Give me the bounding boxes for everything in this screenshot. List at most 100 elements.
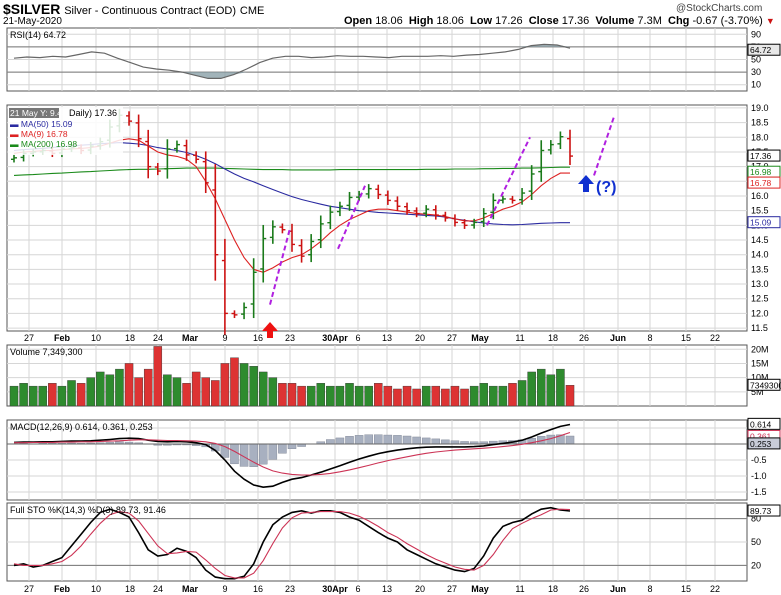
high-value: 18.06: [436, 15, 464, 27]
price-legend-close: Daily) 17.36: [69, 108, 117, 118]
x-axis-label: 20: [415, 584, 425, 594]
volume-bar: [450, 385, 460, 407]
macd-histogram-bar: [393, 435, 402, 445]
price-tick-label: 19.0: [751, 103, 769, 113]
volume-bar: [38, 385, 48, 407]
price-ma9-value-box: [747, 176, 781, 189]
x-axis-label: Jun: [610, 584, 626, 594]
volume-bar: [316, 383, 326, 407]
x-axis-label: 10: [91, 584, 101, 594]
price-bar-40: [394, 196, 401, 211]
annotation-question: (?): [596, 179, 616, 196]
x-axis-label: 27: [24, 333, 34, 343]
x-axis-label: 11: [515, 333, 524, 343]
chg-down-icon: ▼: [765, 16, 775, 26]
sto-tick-label: 80: [751, 514, 761, 524]
price-bar-49: [480, 208, 487, 228]
x-axis-label: 6: [355, 584, 360, 594]
price-bar-23: [231, 310, 238, 319]
volume-bar: [469, 385, 479, 407]
open-label: Open: [344, 15, 373, 27]
volume-bar: [230, 357, 239, 407]
price-bar-43: [423, 205, 430, 218]
price-bar-57: [557, 131, 564, 150]
rsi-tick-label: 90: [751, 29, 761, 39]
price-bar-14: [145, 129, 152, 179]
symbol-title: $SILVER Silver - Continuous Contract (EO…: [3, 1, 264, 17]
volume-bar: [402, 385, 412, 407]
volume-bar: [172, 377, 182, 407]
rsi-tick-label: 10: [751, 80, 761, 90]
macd-histogram-bar: [565, 435, 575, 445]
price-tick-label: 15.5: [751, 206, 769, 216]
price-tick-label: 13.5: [751, 264, 769, 274]
macd-histogram-bar: [268, 443, 278, 460]
price-ma200-value: 16.98: [750, 167, 772, 177]
annotation-trend-1: [269, 228, 291, 305]
volume-bar: [306, 385, 316, 407]
volume-bar: [354, 385, 364, 407]
volume-bar: [201, 377, 210, 407]
price-bar-47: [461, 219, 468, 229]
volume-bar: [393, 388, 402, 407]
volume-bar: [536, 368, 546, 407]
macd-signal-line: [14, 431, 571, 476]
chg-label: Chg: [668, 15, 690, 27]
macd-histogram-bar: [364, 434, 373, 445]
macd-tick-label: -1.0: [751, 471, 767, 481]
price-bar-17: [173, 140, 180, 153]
macd-histogram-bar: [431, 438, 441, 445]
macd-tick-label: -0.5: [751, 455, 767, 465]
volume-bar: [211, 380, 220, 407]
x-axis-label: 10: [91, 333, 101, 343]
price-bar-27: [269, 220, 276, 244]
volume-bar: [67, 380, 76, 407]
x-axis-label: 16: [253, 333, 263, 343]
price-bar-20: [202, 151, 209, 194]
volume-last-value-box: [747, 378, 781, 391]
price-bar-24: [241, 302, 248, 320]
price-ma50-value-box: [747, 216, 781, 229]
price-tick-label: 12.0: [751, 308, 769, 318]
x-axis-label: 13: [382, 333, 392, 343]
price-bar-12: [126, 111, 133, 126]
volume-last-value: 7349300: [750, 380, 781, 390]
symbol-description: Silver - Continuous Contract (EOD): [64, 5, 236, 17]
volume-bar: [556, 368, 565, 407]
volume-bar: [421, 385, 431, 407]
x-axis-label: Feb: [54, 584, 71, 594]
price-tick-label: 13.0: [751, 279, 769, 289]
x-axis-label: 15: [681, 584, 691, 594]
macd-histogram-bar: [345, 436, 354, 445]
price-tick-label: 18.5: [751, 118, 769, 128]
rsi-last-value-box: [747, 43, 781, 56]
x-axis-label: 6: [355, 333, 360, 343]
volume-bar: [508, 383, 517, 407]
volume-bar: [143, 368, 153, 407]
price-bar-30: [298, 239, 305, 263]
x-axis-label: 24: [153, 333, 163, 343]
symbol: $SILVER: [3, 1, 61, 17]
x-axis-label: Jun: [610, 333, 626, 343]
macd-histogram-bar: [258, 443, 268, 465]
x-axis-label: 18: [125, 584, 135, 594]
volume-bar: [479, 383, 488, 407]
x-axis-label: Feb: [54, 333, 71, 343]
sto-last-value: 89.73: [750, 506, 772, 516]
macd-legend: MACD(12,26,9) 0.614, 0.361, 0.253: [10, 422, 153, 432]
volume-legend: Volume 7,349,300: [10, 347, 83, 357]
volume-tick-label: 5M: [751, 387, 764, 397]
chg-value: -0.67 (-3.70%): [692, 15, 763, 27]
blue-up-arrow-icon: [578, 175, 594, 192]
price-bar-39: [384, 190, 391, 205]
price-legend-date: 21 May Y: 9.43: [10, 108, 67, 118]
macd-histogram-bar: [412, 436, 421, 445]
rsi-line: [13, 43, 571, 80]
brand-watermark: @StockCharts.com: [676, 3, 763, 14]
x-axis-label: 11: [515, 584, 524, 594]
x-axis-label: May: [471, 584, 489, 594]
volume-bar: [268, 377, 278, 407]
x-axis-label: 27: [24, 584, 34, 594]
